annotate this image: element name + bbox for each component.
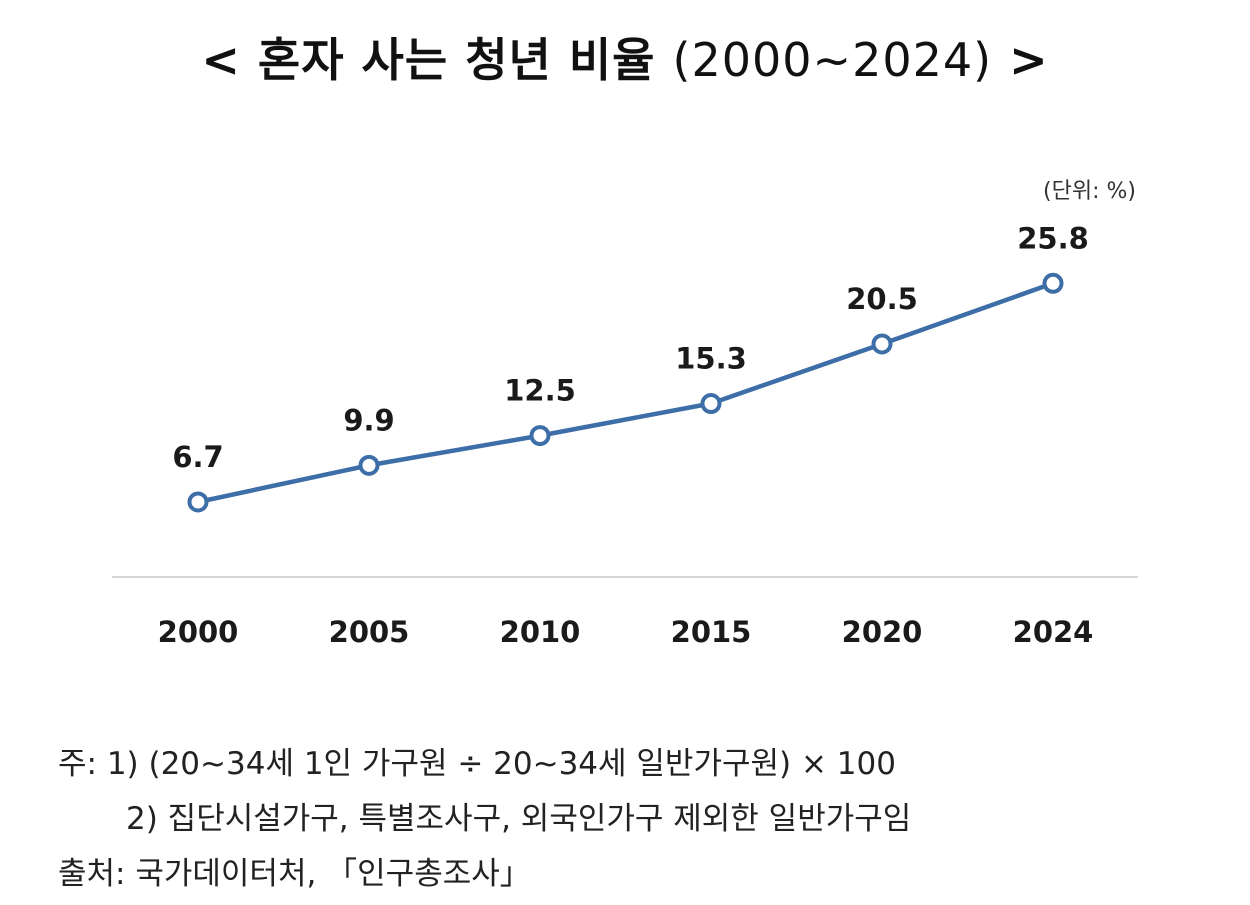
x-tick-label-2024: 2024 <box>1013 615 1094 649</box>
note-1: 주: 1) (20~34세 1인 가구원 ÷ 20~34세 일반가구원) × 1… <box>58 746 896 782</box>
title-years: (2000~2024) <box>672 33 993 87</box>
x-tick-label-2010: 2010 <box>500 615 581 649</box>
data-point-2010 <box>529 425 551 447</box>
value-label-2000: 6.7 <box>172 440 223 474</box>
data-point-2024 <box>1042 272 1064 294</box>
series-line <box>197 281 1054 505</box>
x-tick-label-2000: 2000 <box>158 615 239 649</box>
data-point-2015 <box>700 393 722 415</box>
title-right-bracket: > <box>1009 33 1049 87</box>
data-point-2020 <box>871 333 893 355</box>
title-text: 혼자 사는 청년 비율 <box>257 33 656 87</box>
value-label-2010: 12.5 <box>504 374 576 408</box>
value-label-2020: 20.5 <box>846 282 918 316</box>
value-label-2024: 25.8 <box>1017 221 1089 255</box>
source-note: 출처: 국가데이터처, 「인구총조사」 <box>58 856 531 892</box>
value-label-2005: 9.9 <box>343 403 394 437</box>
x-tick-labels: 2000 2005 2010 2015 2020 2024 <box>158 615 1094 649</box>
data-point-2000 <box>187 491 209 513</box>
note-2: 2) 집단시설가구, 특별조사구, 외국인가구 제외한 일반가구임 <box>126 801 912 837</box>
x-tick-label-2020: 2020 <box>842 615 923 649</box>
chart-title: < 혼자 사는 청년 비율 (2000~2024) > <box>0 24 1250 90</box>
unit-label: (단위: %) <box>1043 179 1136 204</box>
title-left-bracket: < <box>201 33 241 87</box>
value-labels: 6.7 9.9 12.5 15.3 20.5 25.8 <box>172 221 1088 474</box>
data-point-2005 <box>358 454 380 476</box>
value-label-2015: 15.3 <box>675 342 747 376</box>
line-chart: (단위: %) 6.79.912.515.320.525.8 2000 2005 2… <box>112 179 1138 649</box>
series-layer <box>187 272 1064 513</box>
x-tick-label-2015: 2015 <box>671 615 752 649</box>
x-tick-label-2005: 2005 <box>329 615 410 649</box>
